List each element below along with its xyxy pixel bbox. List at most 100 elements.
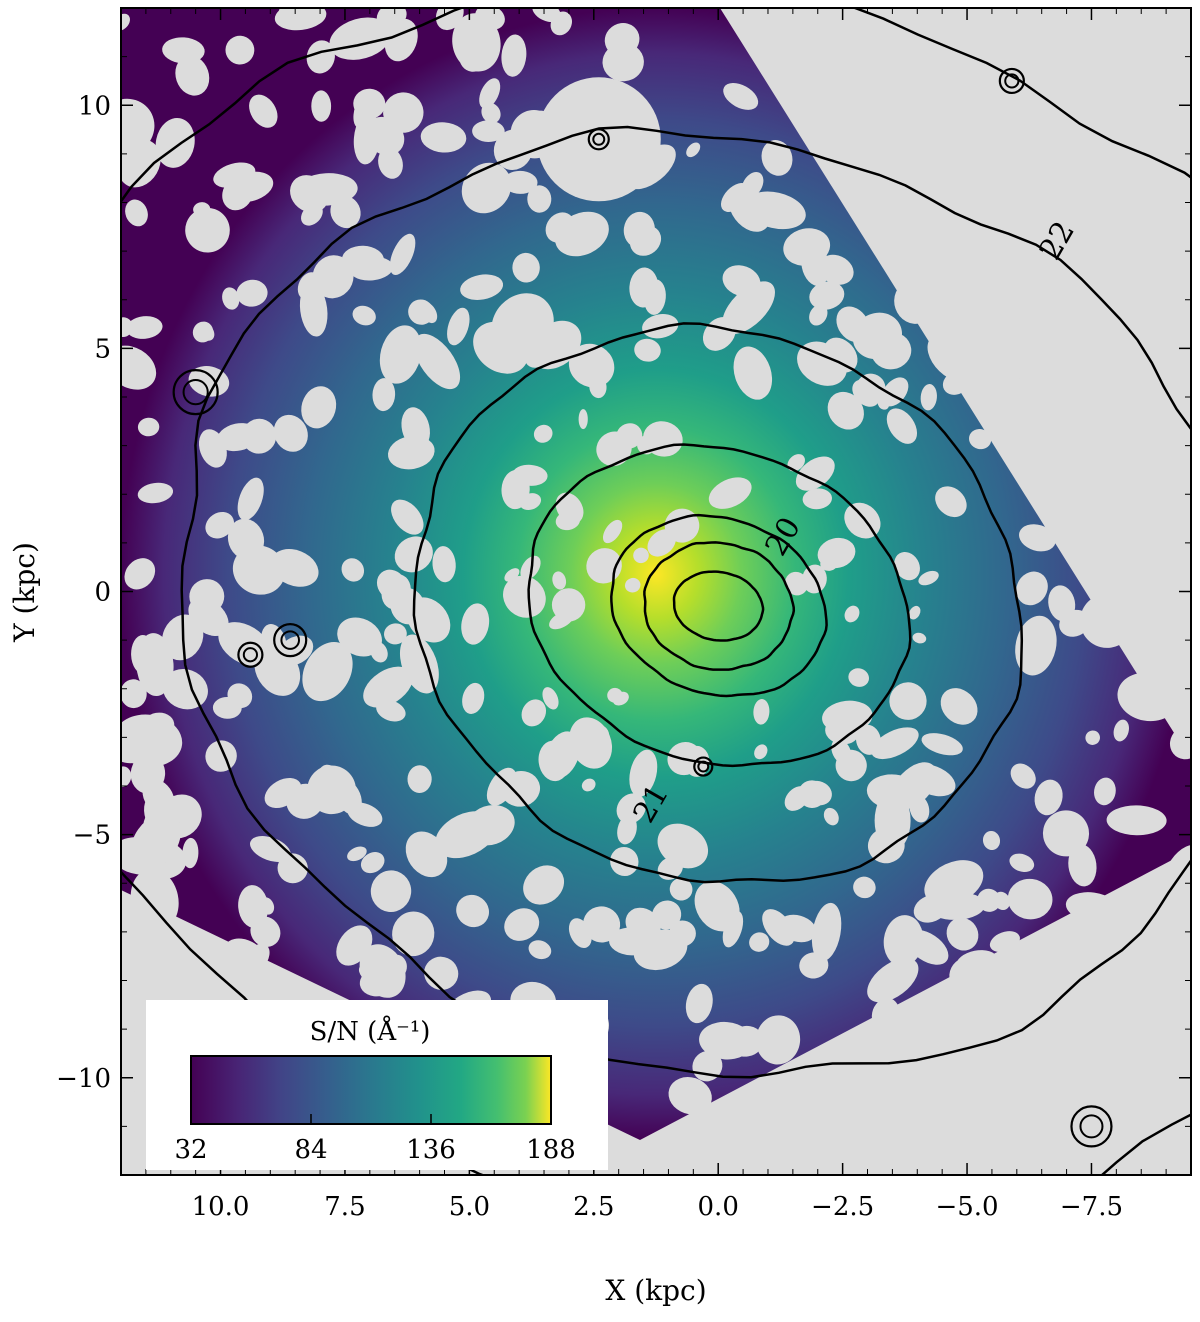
- masked-blob: [137, 417, 160, 437]
- masked-blob: [502, 170, 538, 194]
- masked-blob: [908, 605, 921, 620]
- masked-blob: [342, 245, 384, 274]
- masked-blob: [986, 1113, 1028, 1159]
- masked-blob: [578, 409, 588, 430]
- masked-blob: [1050, 1111, 1082, 1149]
- y-tick-label: −5: [73, 821, 111, 851]
- masked-blob: [222, 287, 240, 310]
- masked-blob: [290, 175, 329, 213]
- masked-blob: [616, 423, 643, 449]
- masked-blob: [1080, 593, 1135, 648]
- x-tick-label: 0.0: [698, 1192, 739, 1222]
- masked-blob: [744, 191, 806, 230]
- masked-blob: [521, 699, 547, 727]
- masked-blob: [788, 1151, 823, 1175]
- masked-blob: [882, 793, 904, 815]
- masked-blob: [420, 122, 467, 153]
- masked-blob: [940, 688, 978, 725]
- x-tick-label: 7.5: [324, 1192, 365, 1222]
- x-tick-label: 2.5: [573, 1192, 614, 1222]
- star-contour-inner: [242, 647, 258, 663]
- masked-blob: [542, 687, 559, 710]
- masked-blob: [754, 744, 768, 760]
- colorbar-tick-label: 84: [294, 1135, 327, 1165]
- masked-blob: [896, 232, 938, 267]
- masked-blob: [892, 153, 907, 179]
- masked-blob: [232, 545, 286, 595]
- masked-blob: [370, 870, 412, 912]
- masked-blob: [887, 1143, 909, 1170]
- masked-blob: [629, 749, 658, 797]
- masked-blob: [1031, 27, 1064, 61]
- masked-blob: [185, 207, 230, 253]
- masked-blob: [1015, 615, 1057, 676]
- masked-blob: [624, 577, 641, 593]
- masked-blob: [973, 1045, 1007, 1088]
- masked-blob: [125, 199, 148, 227]
- masked-blob: [948, 266, 975, 305]
- contour-line: [672, 570, 765, 642]
- star-contour-inner: [1079, 1114, 1104, 1139]
- masked-blob: [1179, 888, 1191, 910]
- masked-blob: [797, 1082, 832, 1108]
- masked-blob: [286, 783, 324, 819]
- masked-blob: [723, 82, 759, 110]
- masked-blob: [523, 865, 565, 905]
- masked-blob: [193, 202, 211, 217]
- masked-blob: [1094, 777, 1116, 806]
- masked-blob: [501, 470, 530, 510]
- masked-blob: [946, 917, 979, 951]
- masked-blob: [390, 587, 425, 625]
- masked-blob: [1068, 303, 1092, 322]
- masked-blob: [241, 418, 277, 454]
- masked-blob: [604, 23, 640, 57]
- masked-blob: [894, 551, 920, 581]
- masked-blob: [602, 519, 623, 544]
- masked-blob: [1103, 1054, 1149, 1094]
- masked-blob: [823, 807, 839, 826]
- masked-blob: [372, 378, 396, 412]
- masked-blob: [686, 142, 701, 158]
- masked-blob: [787, 454, 805, 472]
- masked-blob: [352, 305, 376, 326]
- masked-blob: [795, 456, 835, 491]
- masked-blob: [299, 282, 328, 337]
- masked-blob: [949, 957, 984, 993]
- masked-blob: [785, 571, 808, 596]
- masked-blob: [1043, 360, 1070, 386]
- masked-blob: [1059, 41, 1097, 70]
- masked-blob: [1123, 566, 1148, 591]
- masked-blob: [1143, 896, 1186, 940]
- masked-blob: [802, 488, 832, 510]
- masked-blob: [378, 147, 403, 179]
- masked-blob: [982, 830, 1001, 851]
- masked-blob: [778, 914, 817, 943]
- masked-blob: [886, 408, 918, 444]
- masked-blob: [130, 868, 179, 931]
- colorbar-tick-label: 32: [174, 1135, 207, 1165]
- masked-blob: [376, 699, 406, 722]
- masked-blob: [753, 699, 770, 725]
- masked-blob: [824, 337, 858, 373]
- star-contour-inner: [1004, 73, 1020, 89]
- masked-blob: [141, 712, 175, 740]
- masked-blob: [360, 852, 385, 874]
- contour-line: [643, 541, 796, 671]
- masked-blob: [1096, 359, 1125, 389]
- masked-blob: [852, 379, 880, 407]
- star-contour: [172, 369, 219, 416]
- masked-blob: [177, 959, 195, 980]
- masked-blob: [1084, 278, 1137, 327]
- masked-blob: [347, 802, 383, 827]
- y-tick-label: −10: [56, 1064, 111, 1094]
- masked-blob: [924, 860, 984, 906]
- masked-blob: [394, 536, 433, 573]
- masked-blob: [722, 281, 775, 335]
- masked-blob: [532, 8, 561, 23]
- masked-blob: [501, 34, 527, 77]
- masked-blob: [121, 345, 157, 390]
- masked-blob: [889, 682, 927, 720]
- masked-blob: [212, 696, 242, 719]
- masked-blob: [699, 1021, 753, 1060]
- star-contour: [998, 67, 1025, 95]
